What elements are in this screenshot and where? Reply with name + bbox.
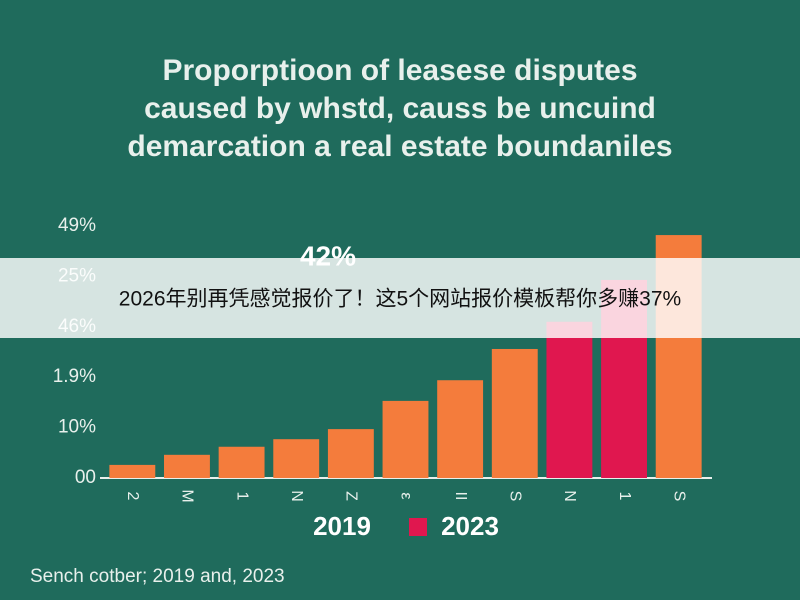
- bar: [327, 429, 374, 478]
- bar: [437, 380, 484, 478]
- bar: [218, 446, 265, 478]
- y-tick-label: 10%: [58, 417, 96, 438]
- x-tick-label: 1: [233, 492, 250, 501]
- legend-label: 2023: [441, 511, 499, 541]
- source: Sench cotber; 2019 and, 2023: [30, 566, 285, 587]
- x-tick-label: 1: [616, 492, 633, 501]
- chart-title: caused by whstd, causs be uncuind: [144, 92, 656, 125]
- bar: [109, 464, 156, 478]
- bar: [164, 454, 210, 478]
- chart-title: Proporptioon of leasese disputes: [162, 54, 637, 87]
- banner-bg: [0, 258, 800, 338]
- x-tick-label: S: [670, 491, 687, 502]
- bar: [546, 321, 593, 478]
- banner-text: 2026年别再凭感觉报价了！这5个网站报价模板帮你多赚37%: [119, 288, 681, 311]
- y-tick-label: 49%: [58, 215, 96, 236]
- x-tick-label: 2: [124, 492, 141, 501]
- x-tick-label: ε: [397, 492, 414, 499]
- x-tick-label: M: [179, 489, 196, 502]
- x-tick-label: II: [452, 492, 469, 501]
- x-tick-label: N: [561, 490, 578, 502]
- legend: 2019 2023: [313, 511, 499, 541]
- y-tick-label: 00: [75, 467, 96, 488]
- bar: [491, 348, 538, 478]
- x-tick-label: N: [288, 490, 305, 502]
- legend-label: 2019: [313, 511, 371, 541]
- bar: [273, 439, 320, 478]
- chart-title: demarcation a real estate boundaniles: [127, 130, 672, 163]
- y-tick-label: 1.9%: [53, 366, 96, 387]
- x-tick-label: Z: [343, 491, 360, 501]
- bar: [382, 400, 429, 478]
- x-tick-label: S: [507, 491, 524, 502]
- legend-swatch: [409, 518, 427, 536]
